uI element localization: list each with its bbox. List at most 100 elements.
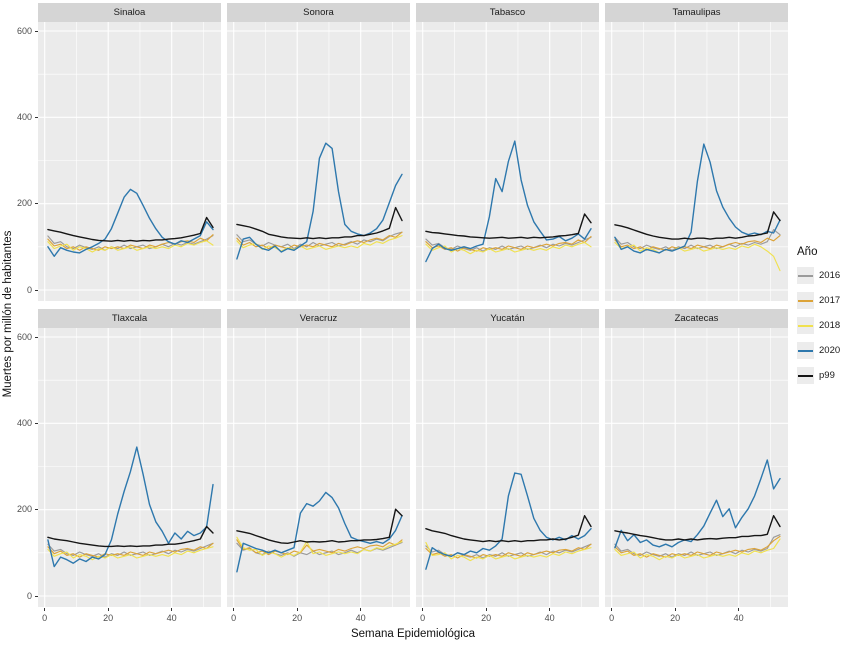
legend-key-line <box>798 324 813 327</box>
y-tick-label: 200 <box>16 198 32 209</box>
x-tickmark <box>422 608 424 611</box>
series-line-2018 <box>236 235 403 252</box>
legend-key-swatch <box>797 267 814 284</box>
x-tick-label: 40 <box>733 613 744 623</box>
series-line-p99 <box>236 508 403 545</box>
series-line-p99 <box>425 514 592 543</box>
series-line-2018 <box>236 536 403 558</box>
legend-key-swatch <box>797 292 814 309</box>
series-line-p99 <box>614 211 781 240</box>
y-axis-title: Muertes por millón de habitantes <box>2 230 14 398</box>
x-tick-label: 0 <box>231 613 237 623</box>
facet-panel-yucatán <box>416 328 599 607</box>
legend-key-line <box>798 349 813 352</box>
facet-strip: Tlaxcala <box>38 309 221 328</box>
facet-strip: Tamaulipas <box>605 3 788 22</box>
legend-item-p99: p99 <box>797 367 857 384</box>
x-tickmark <box>44 608 46 611</box>
legend-label: 2020 <box>819 345 841 356</box>
series-line-p99 <box>47 216 214 242</box>
facet-strip: Yucatán <box>416 309 599 328</box>
legend-key-line <box>798 374 813 377</box>
series-line-2018 <box>614 241 781 272</box>
x-tickmark <box>171 608 173 611</box>
facet-strip: Zacatecas <box>605 309 788 328</box>
y-tick-label: 200 <box>16 504 32 515</box>
y-tickmark <box>34 509 38 511</box>
x-axis-title: Semana Epidemiológica <box>350 628 476 640</box>
legend-item-2018: 2018 <box>797 317 857 334</box>
y-tick-label: 0 <box>26 590 32 601</box>
series-line-2017 <box>425 235 592 252</box>
facet-panel-tamaulipas <box>605 22 788 301</box>
y-tickmark <box>34 289 38 291</box>
series-line-2020 <box>425 140 592 263</box>
legend-label: p99 <box>819 370 835 381</box>
facet-panel-tlaxcala <box>38 328 221 607</box>
legend-key-swatch <box>797 367 814 384</box>
series-line-p99 <box>47 525 214 548</box>
legend-item-2020: 2020 <box>797 342 857 359</box>
series-line-2020 <box>236 142 403 260</box>
facet-strip: Sonora <box>227 3 410 22</box>
series-line-p99 <box>425 213 592 239</box>
series-line-2020 <box>47 446 214 568</box>
legend-key-swatch <box>797 342 814 359</box>
series-line-2017 <box>614 235 781 251</box>
x-tickmark <box>360 608 362 611</box>
facet-strip: Sinaloa <box>38 3 221 22</box>
x-tickmark <box>738 608 740 611</box>
series-line-2018 <box>614 538 781 561</box>
series-line-2017 <box>236 539 403 556</box>
y-tickmark <box>34 422 38 424</box>
series-line-p99 <box>614 514 781 541</box>
legend-label: 2017 <box>819 295 841 306</box>
series-line-2020 <box>614 143 781 254</box>
x-tickmark <box>233 608 235 611</box>
x-tick-label: 40 <box>355 613 366 623</box>
x-tickmark <box>296 608 298 611</box>
series-line-2017 <box>47 234 214 251</box>
series-line-2017 <box>614 535 781 558</box>
y-tickmark <box>34 595 38 597</box>
y-tickmark <box>34 203 38 205</box>
x-tickmark <box>611 608 613 611</box>
series-line-2020 <box>614 459 781 549</box>
legend-label: 2016 <box>819 270 841 281</box>
legend: Año 2016 2017 2018 2020 p99 <box>797 246 857 392</box>
x-tick-label: 20 <box>292 613 303 623</box>
series-line-2018 <box>425 241 592 255</box>
facet-strip: Veracruz <box>227 309 410 328</box>
y-tick-label: 400 <box>16 417 32 428</box>
x-tick-label: 0 <box>420 613 426 623</box>
legend-key-line <box>798 274 813 277</box>
series-line-2018 <box>425 541 592 562</box>
facet-panel-sonora <box>227 22 410 301</box>
series-line-2017 <box>47 542 214 558</box>
series-line-p99 <box>236 206 403 240</box>
x-tickmark <box>107 608 109 611</box>
legend-key-swatch <box>797 317 814 334</box>
x-tick-label: 40 <box>166 613 177 623</box>
x-tick-label: 40 <box>544 613 555 623</box>
legend-title: Año <box>797 246 818 258</box>
legend-items: 2016 2017 2018 2020 p99 <box>797 267 857 384</box>
series-line-2017 <box>236 231 403 250</box>
series-line-2018 <box>47 546 214 561</box>
y-tick-label: 600 <box>16 331 32 342</box>
x-tick-label: 20 <box>670 613 681 623</box>
x-tickmark <box>549 608 551 611</box>
facet-panel-sinaloa <box>38 22 221 301</box>
facet-panel-veracruz <box>227 328 410 607</box>
y-tickmark <box>34 116 38 118</box>
series-line-2020 <box>236 491 403 573</box>
series-line-2018 <box>47 240 214 253</box>
x-tickmark <box>674 608 676 611</box>
y-tickmark <box>34 30 38 32</box>
y-tickmark <box>34 336 38 338</box>
x-tick-label: 20 <box>481 613 492 623</box>
legend-label: 2018 <box>819 320 841 331</box>
facet-strip: Tabasco <box>416 3 599 22</box>
x-tick-label: 0 <box>42 613 48 623</box>
